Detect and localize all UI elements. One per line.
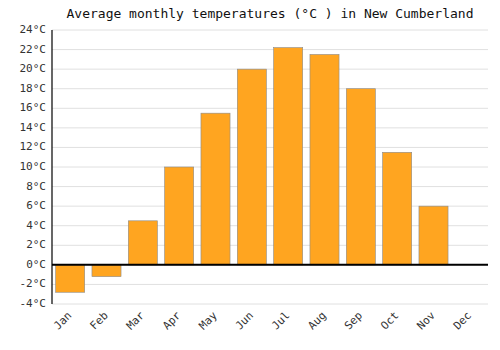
bar xyxy=(165,167,194,265)
x-tick-label: Dec xyxy=(451,309,474,332)
y-axis-line xyxy=(51,30,52,304)
bar xyxy=(92,265,121,277)
grid-line xyxy=(52,127,488,128)
x-tick-label: Mar xyxy=(124,309,148,333)
bar xyxy=(237,69,266,265)
zero-line xyxy=(52,264,488,266)
x-tick-label: Oct xyxy=(378,309,401,332)
y-tick-label: 2°C xyxy=(26,238,46,251)
y-tick-label: 14°C xyxy=(20,121,47,134)
grid-line xyxy=(52,147,488,148)
y-axis-labels: -4°C -2°C 0°C 2°C 4°C 6°C 8°C 10°C 12°C 14°C 16°C 1… xyxy=(20,23,47,310)
grid-line xyxy=(52,88,488,89)
y-tick-label: 12°C xyxy=(20,140,47,153)
x-tick-label: Apr xyxy=(160,309,184,333)
grid-line xyxy=(52,108,488,109)
bars xyxy=(56,48,448,293)
x-axis-labels: Jan Feb Mar Apr May Jun Jul Aug Sep Oct Nov Dec xyxy=(51,309,474,333)
y-tick-label: 6°C xyxy=(26,199,46,212)
bar xyxy=(201,113,230,265)
y-tick-label: 22°C xyxy=(20,43,47,56)
grid-line xyxy=(52,186,488,187)
bar xyxy=(56,265,85,292)
bar xyxy=(128,221,157,265)
x-tick-label: Jul xyxy=(269,309,292,332)
bar xyxy=(383,152,412,265)
bar xyxy=(419,206,448,265)
grid-line xyxy=(52,264,488,265)
grid-line xyxy=(52,69,488,70)
grid-line xyxy=(52,49,488,50)
y-tick-label: -4°C xyxy=(20,297,47,310)
bar xyxy=(346,89,375,265)
bar xyxy=(274,48,303,265)
x-tick-label: Aug xyxy=(305,309,328,332)
y-tick-label: 8°C xyxy=(26,180,46,193)
x-tick-label: Nov xyxy=(414,309,438,333)
chart: -4°C -2°C 0°C 2°C 4°C 6°C 8°C 10°C 12°C 14°C 16°C 1… xyxy=(0,0,500,350)
grid xyxy=(52,30,488,304)
x-tick-label: Sep xyxy=(342,309,365,332)
grid-line xyxy=(52,284,488,285)
y-tick-label: 16°C xyxy=(20,101,47,114)
grid-line xyxy=(52,167,488,168)
y-tick-label: 18°C xyxy=(20,82,47,95)
y-tick-label: 20°C xyxy=(20,62,47,75)
grid-line xyxy=(52,30,488,31)
y-tick-label: 4°C xyxy=(26,219,46,232)
x-tick-label: Jun xyxy=(233,309,256,332)
y-tick-label: -2°C xyxy=(20,277,47,290)
y-tick-label: 24°C xyxy=(20,23,47,36)
y-tick-label: 0°C xyxy=(26,258,46,271)
x-tick-label: Jan xyxy=(51,309,74,332)
y-tick-label: 10°C xyxy=(20,160,47,173)
x-tick-label: May xyxy=(196,309,220,333)
bar xyxy=(310,54,339,264)
title: Average monthly temperatures (°C ) in Ne… xyxy=(67,6,474,21)
x-tick-label: Feb xyxy=(87,309,110,332)
grid-line xyxy=(52,304,488,305)
